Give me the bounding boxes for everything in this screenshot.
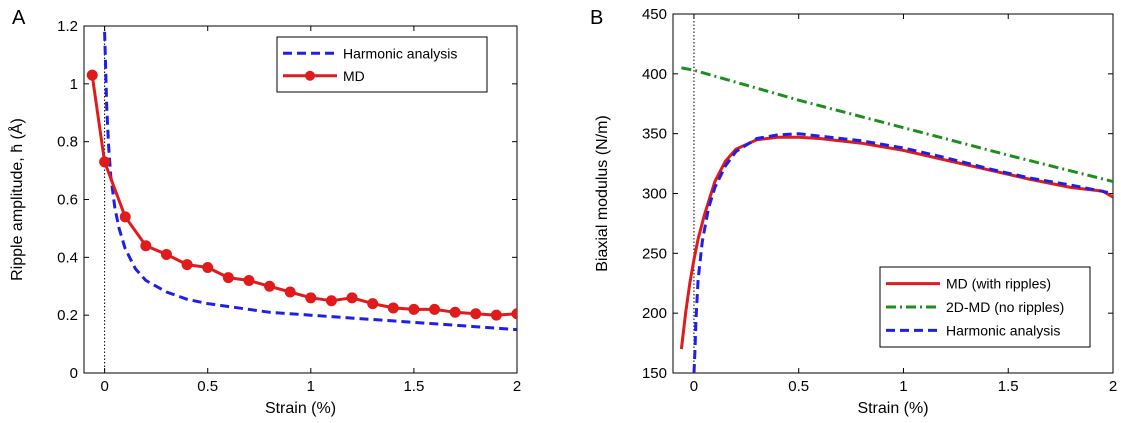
series-line-1 xyxy=(681,66,1113,183)
y-tick-label: 0.2 xyxy=(57,307,78,324)
y-tick-label: 0.8 xyxy=(57,134,78,151)
data-point xyxy=(181,259,193,271)
legend-label: MD xyxy=(343,68,365,84)
data-point xyxy=(490,309,502,321)
y-tick-label: 200 xyxy=(642,305,667,322)
y-tick-label: 450 xyxy=(642,6,667,23)
y-tick-label: 300 xyxy=(642,186,667,203)
legend-marker xyxy=(305,70,315,81)
y-tick-label: 0.6 xyxy=(57,192,78,209)
legend-label: Harmonic analysis xyxy=(343,45,457,61)
series-line-0 xyxy=(103,31,517,332)
x-tick-label: 0.5 xyxy=(197,378,218,395)
legend: Harmonic analysis MD xyxy=(276,36,488,93)
x-tick-label: 1.5 xyxy=(998,378,1019,395)
data-point xyxy=(264,280,276,292)
x-tick-label: 1 xyxy=(899,378,907,395)
data-point xyxy=(305,292,317,304)
y-tick-label: 350 xyxy=(642,126,667,143)
y-axis-label: Ripple amplitude, h̄ (Å) xyxy=(7,118,26,281)
data-point xyxy=(99,156,111,168)
plot-area xyxy=(86,31,517,332)
series-line-2 xyxy=(692,132,1113,373)
legend-box xyxy=(276,36,488,93)
data-point xyxy=(449,306,461,318)
x-tick-label: 1 xyxy=(307,378,315,395)
plot-area xyxy=(679,66,1113,373)
panel-letter: B xyxy=(590,7,603,29)
data-point xyxy=(222,272,234,284)
y-tick-label: 150 xyxy=(642,365,667,382)
series-line-1 xyxy=(90,74,517,317)
y-tick-label: 0.4 xyxy=(57,249,78,266)
y-tick-label: 400 xyxy=(642,66,667,83)
data-point xyxy=(346,292,358,304)
y-tick-label: 0 xyxy=(70,365,78,382)
x-axis-label: Strain (%) xyxy=(265,400,336,417)
y-tick-label: 1.2 xyxy=(57,18,78,35)
data-point xyxy=(408,303,420,315)
y-tick-label: 1 xyxy=(70,76,78,93)
x-tick-label: 0 xyxy=(690,378,698,395)
x-tick-label: 1.5 xyxy=(403,378,424,395)
data-point xyxy=(140,240,152,252)
series-line-0 xyxy=(679,135,1113,350)
data-point xyxy=(325,295,337,307)
y-tick-label: 250 xyxy=(642,245,667,262)
data-point xyxy=(367,298,379,310)
legend: MD (with ripples) 2D-MD (no ripples) Harmo… xyxy=(879,266,1091,348)
x-tick-label: 2 xyxy=(1109,378,1117,395)
data-point xyxy=(387,302,399,314)
panel-letter: A xyxy=(12,7,26,29)
data-point xyxy=(284,286,296,298)
data-point xyxy=(160,248,172,260)
data-point xyxy=(511,308,517,320)
legend-label: MD (with ripples) xyxy=(946,276,1051,292)
y-axis-label: Biaxial modulus (N/m) xyxy=(594,115,611,271)
data-point xyxy=(470,308,482,320)
data-point xyxy=(86,69,98,81)
x-tick-label: 0.5 xyxy=(788,378,809,395)
panel-a: A 0 0.5 1 1.5 2 0 0.2 0.4 0.6 0.8 1 1.2 Strain (%) Rip… xyxy=(7,7,521,417)
x-axis-label: Strain (%) xyxy=(857,400,928,417)
panel-b: B 0 0.5 1 1.5 2 150 200 250 300 350 400 450 Strain (%… xyxy=(590,6,1117,417)
data-point xyxy=(119,211,131,223)
data-point xyxy=(429,303,441,315)
data-point xyxy=(202,261,214,273)
data-point xyxy=(243,274,255,286)
legend-label: Harmonic analysis xyxy=(946,322,1060,338)
x-tick-label: 2 xyxy=(513,378,521,395)
x-tick-label: 0 xyxy=(100,378,108,395)
legend-label: 2D-MD (no ripples) xyxy=(946,299,1064,315)
